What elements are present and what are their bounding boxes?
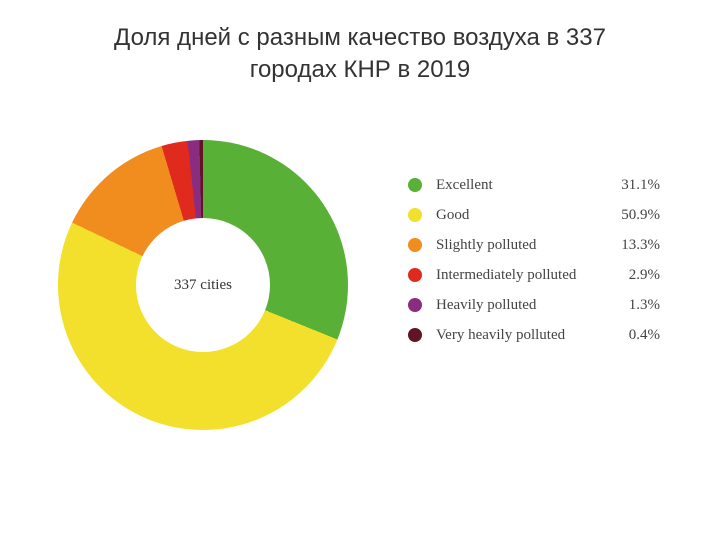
legend-row: Excellent31.1% (408, 170, 660, 200)
legend-swatch (408, 298, 422, 312)
legend-value: 0.4% (608, 327, 660, 344)
legend-value: 13.3% (608, 237, 660, 254)
title-line-1: Доля дней с разным качество воздуха в 33… (114, 24, 606, 51)
donut-center: 337 cities (136, 218, 270, 352)
legend-label: Very heavily polluted (436, 327, 608, 344)
legend-row: Slightly polluted13.3% (408, 230, 660, 260)
legend-row: Good50.9% (408, 200, 660, 230)
slide: Доля дней с разным качество воздуха в 33… (0, 0, 720, 540)
legend-value: 2.9% (608, 267, 660, 284)
legend-swatch (408, 268, 422, 282)
title-line-2: городах КНР в 2019 (250, 56, 471, 83)
legend-value: 50.9% (608, 207, 660, 224)
legend-label: Good (436, 207, 608, 224)
legend-value: 1.3% (608, 297, 660, 314)
legend-swatch (408, 328, 422, 342)
legend-row: Very heavily polluted0.4% (408, 320, 660, 350)
chart-title: Доля дней с разным качество воздуха в 33… (0, 22, 720, 87)
donut-center-label: 337 cities (174, 277, 232, 294)
legend-row: Intermediately polluted2.9% (408, 260, 660, 290)
legend-swatch (408, 208, 422, 222)
legend-label: Slightly polluted (436, 237, 608, 254)
legend-value: 31.1% (608, 177, 660, 194)
legend-row: Heavily polluted1.3% (408, 290, 660, 320)
legend-swatch (408, 238, 422, 252)
legend: Excellent31.1%Good50.9%Slightly polluted… (408, 170, 660, 350)
legend-label: Intermediately polluted (436, 267, 608, 284)
legend-label: Heavily polluted (436, 297, 608, 314)
donut-chart: 337 cities (58, 140, 348, 430)
legend-swatch (408, 178, 422, 192)
legend-label: Excellent (436, 177, 608, 194)
